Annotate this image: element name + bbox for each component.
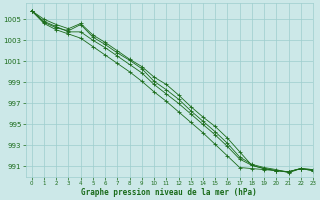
- X-axis label: Graphe pression niveau de la mer (hPa): Graphe pression niveau de la mer (hPa): [82, 188, 257, 197]
